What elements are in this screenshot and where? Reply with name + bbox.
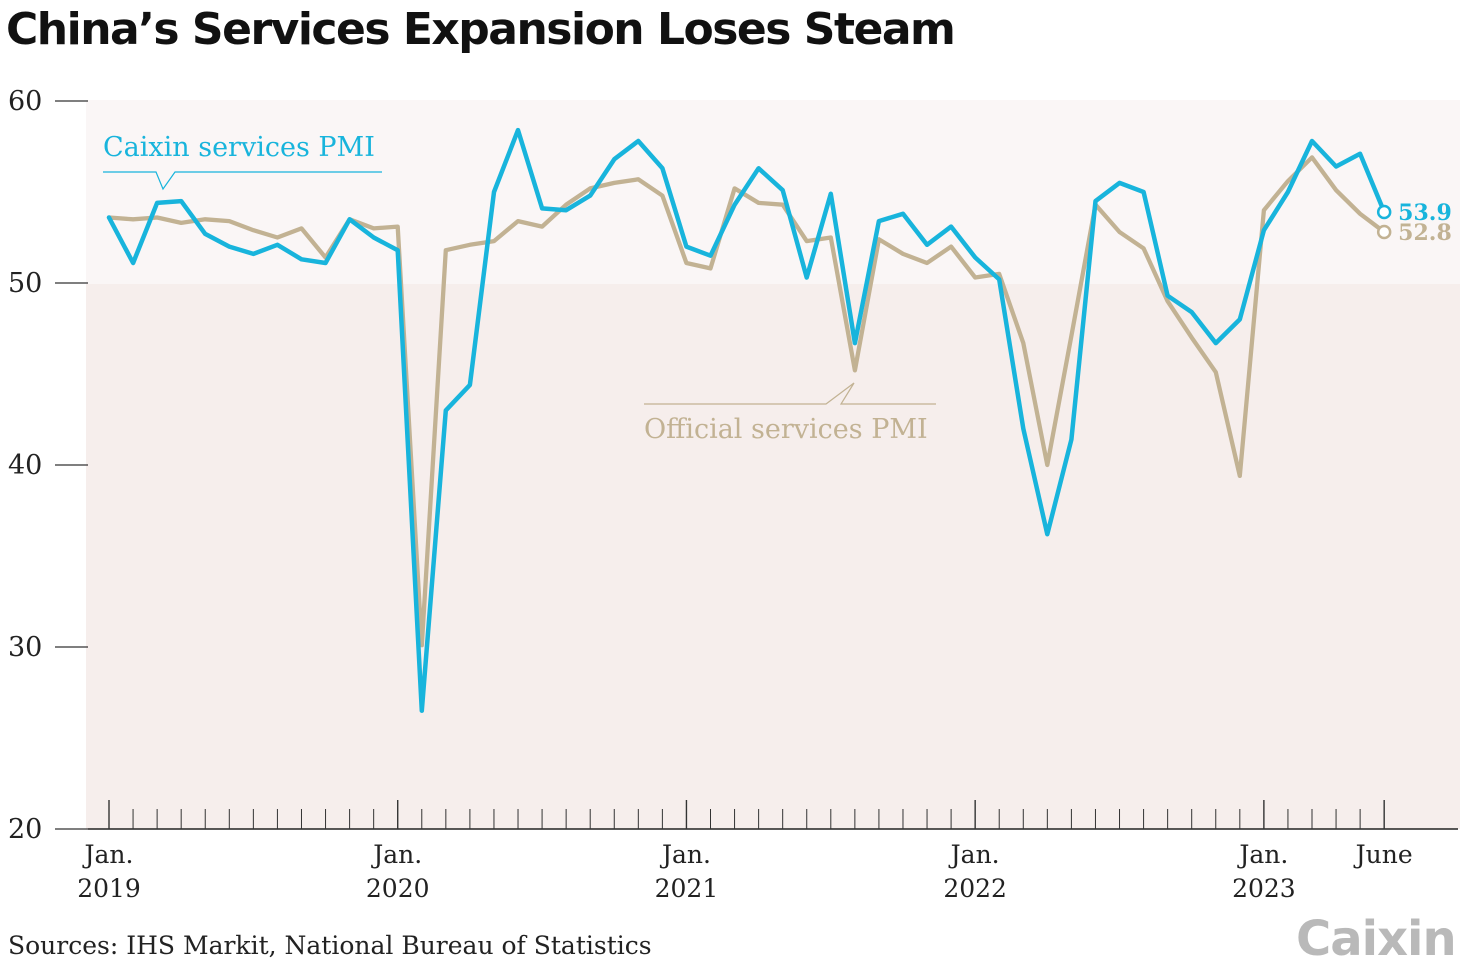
x-tick-label-year-2021-01: 2021: [655, 874, 719, 903]
caixin-services-pmi-end-value: 53.9: [1398, 200, 1452, 226]
series-labels: 52.8 Official services PMI 53.9 Caixin serv…: [103, 132, 1452, 445]
x-tick-label-month-2022-01: Jan.: [948, 840, 1000, 869]
series-lines: [106, 127, 1392, 713]
y-tick-label-50: 50: [8, 268, 42, 299]
official-services-pmi-label: Official services PMI: [644, 414, 928, 445]
caixin-services-pmi-line: [106, 127, 1387, 713]
band-below-50: [86, 284, 1460, 829]
caixin-services-pmi-label-pointer: [103, 171, 382, 191]
x-tick-label-month-2023-06: June: [1353, 840, 1413, 869]
x-axis: Jan. 2019 Jan. 2020 Jan. 2021 Jan. 2022 Jan. 2023…: [77, 800, 1458, 903]
official-services-pmi-line: [106, 155, 1387, 648]
chart-title: China’s Services Expansion Loses Steam: [6, 4, 956, 55]
caixin-services-pmi-label: Caixin services PMI: [103, 132, 375, 163]
x-tick-label-year-2022-01: 2022: [943, 874, 1007, 903]
x-tick-label-month-2019-01: Jan.: [82, 840, 134, 869]
source-note: Sources: IHS Markit, National Bureau of …: [8, 931, 652, 960]
y-tick-label-20: 20: [8, 814, 42, 845]
official-services-pmi-end-value: 52.8: [1398, 220, 1452, 246]
x-tick-label-month-2023-01: Jan.: [1236, 840, 1288, 869]
x-tick-label-month-2021-01: Jan.: [659, 840, 711, 869]
band-above-50: [86, 100, 1460, 284]
y-tick-label-40: 40: [8, 450, 42, 481]
x-tick-label-year-2020-01: 2020: [366, 874, 430, 903]
y-tick-label-30: 30: [8, 632, 42, 663]
y-axis: 60 50 40 30 20: [8, 86, 88, 845]
official-services-pmi-label-pointer: [644, 382, 936, 405]
x-tick-label-month-2020-01: Jan.: [370, 840, 422, 869]
caixin-logo: Caixin: [1296, 911, 1457, 967]
x-tick-label-year-2019-01: 2019: [77, 874, 141, 903]
official-services-pmi-end-marker: [1376, 224, 1392, 240]
y-tick-label-60: 60: [8, 86, 42, 117]
caixin-services-pmi-end-marker: [1376, 204, 1392, 220]
x-tick-label-year-2023-01: 2023: [1232, 874, 1296, 903]
